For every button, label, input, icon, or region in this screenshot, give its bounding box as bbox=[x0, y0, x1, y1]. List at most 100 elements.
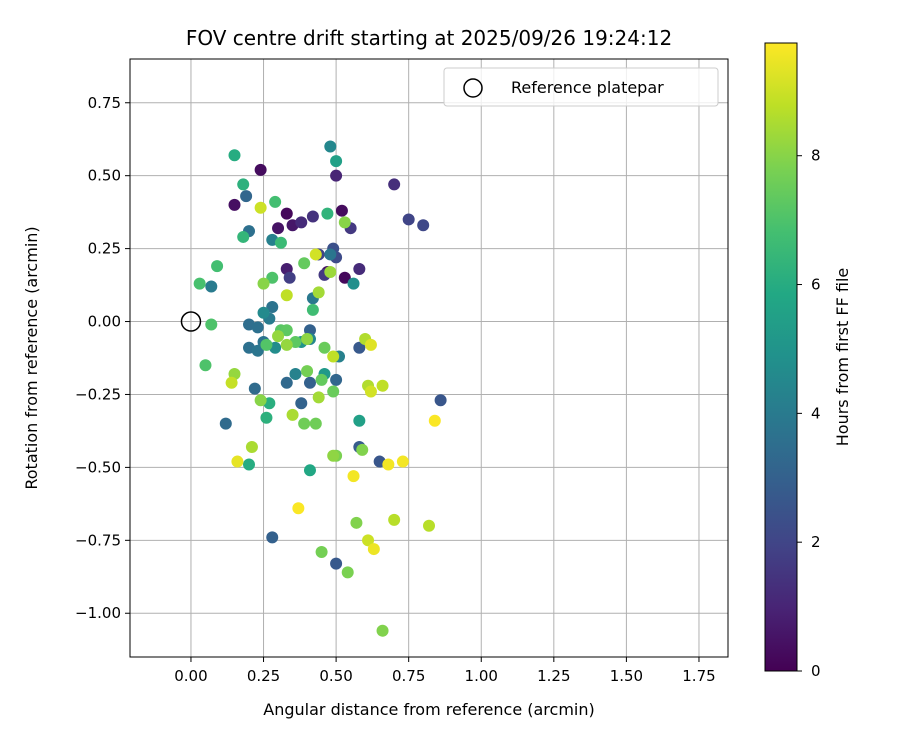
data-point bbox=[362, 534, 375, 547]
data-point bbox=[266, 300, 279, 313]
data-point bbox=[321, 207, 334, 220]
data-point bbox=[428, 414, 441, 427]
x-axis-title: Angular distance from reference (arcmin) bbox=[263, 700, 594, 719]
data-point bbox=[388, 178, 401, 191]
data-point bbox=[199, 359, 212, 372]
data-point bbox=[251, 344, 264, 357]
x-tick-label: 0.75 bbox=[392, 667, 425, 685]
data-point bbox=[257, 306, 270, 319]
data-point bbox=[327, 350, 340, 363]
y-tick-label: 0.00 bbox=[88, 313, 121, 331]
data-point bbox=[289, 368, 302, 381]
data-point bbox=[237, 178, 250, 191]
data-point bbox=[237, 230, 250, 243]
data-point bbox=[251, 321, 264, 334]
colorbar-tick-label: 2 bbox=[811, 533, 821, 551]
data-point bbox=[353, 414, 366, 427]
data-point bbox=[335, 204, 348, 217]
data-point bbox=[283, 271, 296, 284]
data-point bbox=[193, 277, 206, 290]
scatter-points bbox=[193, 140, 447, 637]
y-tick-label: 0.50 bbox=[88, 167, 121, 185]
data-point bbox=[303, 464, 316, 477]
data-point bbox=[330, 169, 343, 182]
data-point bbox=[205, 280, 218, 293]
data-point bbox=[402, 213, 415, 226]
data-point bbox=[330, 155, 343, 168]
data-point bbox=[292, 502, 305, 515]
data-point bbox=[417, 219, 430, 232]
data-point bbox=[301, 365, 314, 378]
data-point bbox=[245, 440, 258, 453]
colorbar-title: Hours from first FF file bbox=[833, 268, 852, 447]
data-point bbox=[324, 140, 337, 153]
data-point bbox=[306, 303, 319, 316]
data-point bbox=[309, 417, 322, 430]
data-point bbox=[269, 195, 282, 208]
data-point bbox=[225, 376, 238, 389]
data-point bbox=[338, 271, 351, 284]
data-point bbox=[423, 519, 435, 532]
y-tick-label: −1.00 bbox=[75, 604, 121, 622]
data-point bbox=[280, 338, 293, 351]
data-point bbox=[211, 260, 224, 273]
data-point bbox=[254, 163, 267, 176]
data-point bbox=[315, 373, 328, 386]
y-tick-label: −0.50 bbox=[75, 458, 121, 476]
colorbar-tick-label: 6 bbox=[811, 276, 821, 294]
data-point bbox=[347, 277, 360, 290]
legend-box bbox=[443, 67, 719, 107]
x-tick-label: 0.25 bbox=[247, 667, 280, 685]
data-point bbox=[388, 513, 401, 526]
colorbar-ticks: 0 2 4 6 8 bbox=[797, 147, 821, 680]
data-point bbox=[312, 286, 325, 299]
data-point bbox=[324, 265, 337, 278]
data-point bbox=[353, 341, 366, 354]
reference-platepar-marker bbox=[180, 311, 202, 332]
data-point bbox=[231, 455, 244, 468]
y-tick-label: −0.25 bbox=[75, 385, 121, 403]
data-point bbox=[364, 385, 377, 398]
x-tick-label: 1.50 bbox=[610, 667, 643, 685]
plot-frame bbox=[129, 58, 729, 658]
colorbar: 0 2 4 6 8 Hours from first FF file bbox=[764, 42, 852, 680]
data-point bbox=[356, 443, 369, 456]
data-point bbox=[228, 198, 241, 211]
data-point bbox=[396, 455, 409, 468]
reference-marker-group bbox=[180, 311, 202, 332]
data-point bbox=[327, 385, 340, 398]
data-point bbox=[266, 531, 279, 544]
y-tick-label: 0.25 bbox=[88, 240, 121, 258]
data-point bbox=[280, 324, 293, 337]
data-point bbox=[257, 277, 270, 290]
x-tick-label: 1.75 bbox=[682, 667, 715, 685]
data-point bbox=[205, 318, 218, 331]
data-point bbox=[330, 557, 343, 570]
data-point bbox=[327, 449, 340, 462]
x-axis-ticks: 0.00 0.25 0.50 0.75 1.00 1.25 1.50 1.75 bbox=[174, 657, 716, 685]
x-tick-label: 1.25 bbox=[537, 667, 570, 685]
data-point bbox=[309, 248, 322, 261]
data-point bbox=[272, 222, 285, 235]
legend-label: Reference platepar bbox=[511, 78, 664, 97]
y-tick-label: −0.75 bbox=[75, 531, 121, 549]
data-point bbox=[280, 207, 293, 220]
data-point bbox=[312, 391, 325, 404]
data-point bbox=[306, 210, 319, 223]
x-tick-label: 1.00 bbox=[465, 667, 498, 685]
data-point bbox=[272, 330, 285, 343]
data-point bbox=[280, 376, 293, 389]
data-point bbox=[338, 216, 351, 229]
data-point bbox=[353, 263, 366, 276]
data-point bbox=[266, 271, 279, 284]
colorbar-gradient bbox=[764, 42, 798, 672]
y-tick-label: 0.75 bbox=[88, 94, 121, 112]
data-point bbox=[243, 458, 256, 471]
x-tick-label: 0.00 bbox=[174, 667, 207, 685]
colorbar-tick-label: 8 bbox=[811, 147, 821, 165]
data-point bbox=[367, 543, 380, 556]
data-point bbox=[315, 545, 328, 558]
data-point bbox=[295, 397, 308, 410]
data-point bbox=[350, 516, 363, 529]
